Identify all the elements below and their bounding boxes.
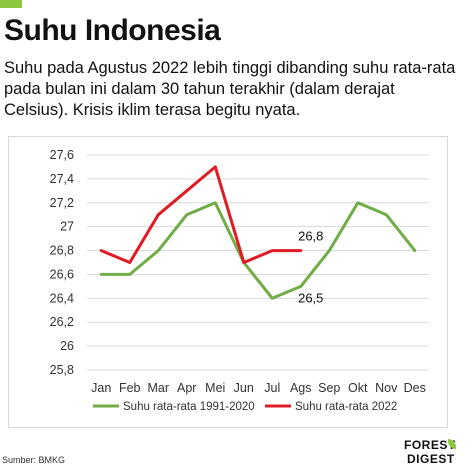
leaf-icon (448, 439, 456, 449)
x-tick-label: Feb (119, 381, 141, 395)
line-chart: 25,8 26 26,2 26,4 26,6 26,8 27 27,2 27,4 27,6 Jan F… (50, 148, 429, 413)
legend-label-1: Suhu rata-rata 1991-2020 (123, 401, 255, 413)
legend-label-2: Suhu rata-rata 2022 (295, 401, 397, 413)
x-tick-label: Jul (264, 381, 280, 395)
y-tick-label: 27,2 (50, 196, 74, 210)
x-tick-label: Jun (234, 381, 254, 395)
accent-bar (0, 0, 22, 8)
x-tick-label: Mei (205, 381, 225, 395)
series-line-2 (99, 165, 303, 264)
y-tick-label: 26,4 (50, 291, 74, 305)
x-tick-label: Des (404, 381, 426, 395)
data-label: 26,8 (298, 229, 323, 244)
x-tick-label: Sep (318, 381, 340, 395)
x-tick-label: Ags (290, 381, 312, 395)
x-tick-label: Mar (147, 381, 169, 395)
y-tick-label: 25,8 (50, 363, 74, 377)
logo-line-2: DIGEST (407, 452, 455, 466)
y-tick-label: 26 (60, 339, 74, 353)
chart-frame: 25,8 26 26,2 26,4 26,6 26,8 27 27,2 27,4 27,6 Jan F… (8, 136, 448, 428)
x-tick-label: Okt (348, 381, 368, 395)
series-line-1 (99, 201, 417, 300)
y-tick-label: 27 (60, 220, 74, 234)
data-label: 26,5 (298, 290, 323, 305)
x-tick-label: Nov (375, 381, 398, 395)
x-tick-label: Jan (91, 381, 111, 395)
y-tick-label: 26,6 (50, 267, 74, 281)
forest-digest-logo: FOREST DIGEST (404, 438, 462, 470)
page-subtitle: Suhu pada Agustus 2022 lebih tinggi diba… (4, 59, 456, 119)
y-tick-label: 26,8 (50, 244, 74, 258)
logo-line-1: FOREST (404, 438, 456, 452)
source-note: Sumber: BMKG (2, 455, 66, 465)
y-tick-label: 26,2 (50, 315, 74, 329)
x-tick-label: Apr (177, 381, 196, 395)
page-title: Suhu Indonesia (4, 14, 221, 47)
y-tick-label: 27,6 (50, 148, 74, 162)
y-tick-label: 27,4 (50, 172, 74, 186)
